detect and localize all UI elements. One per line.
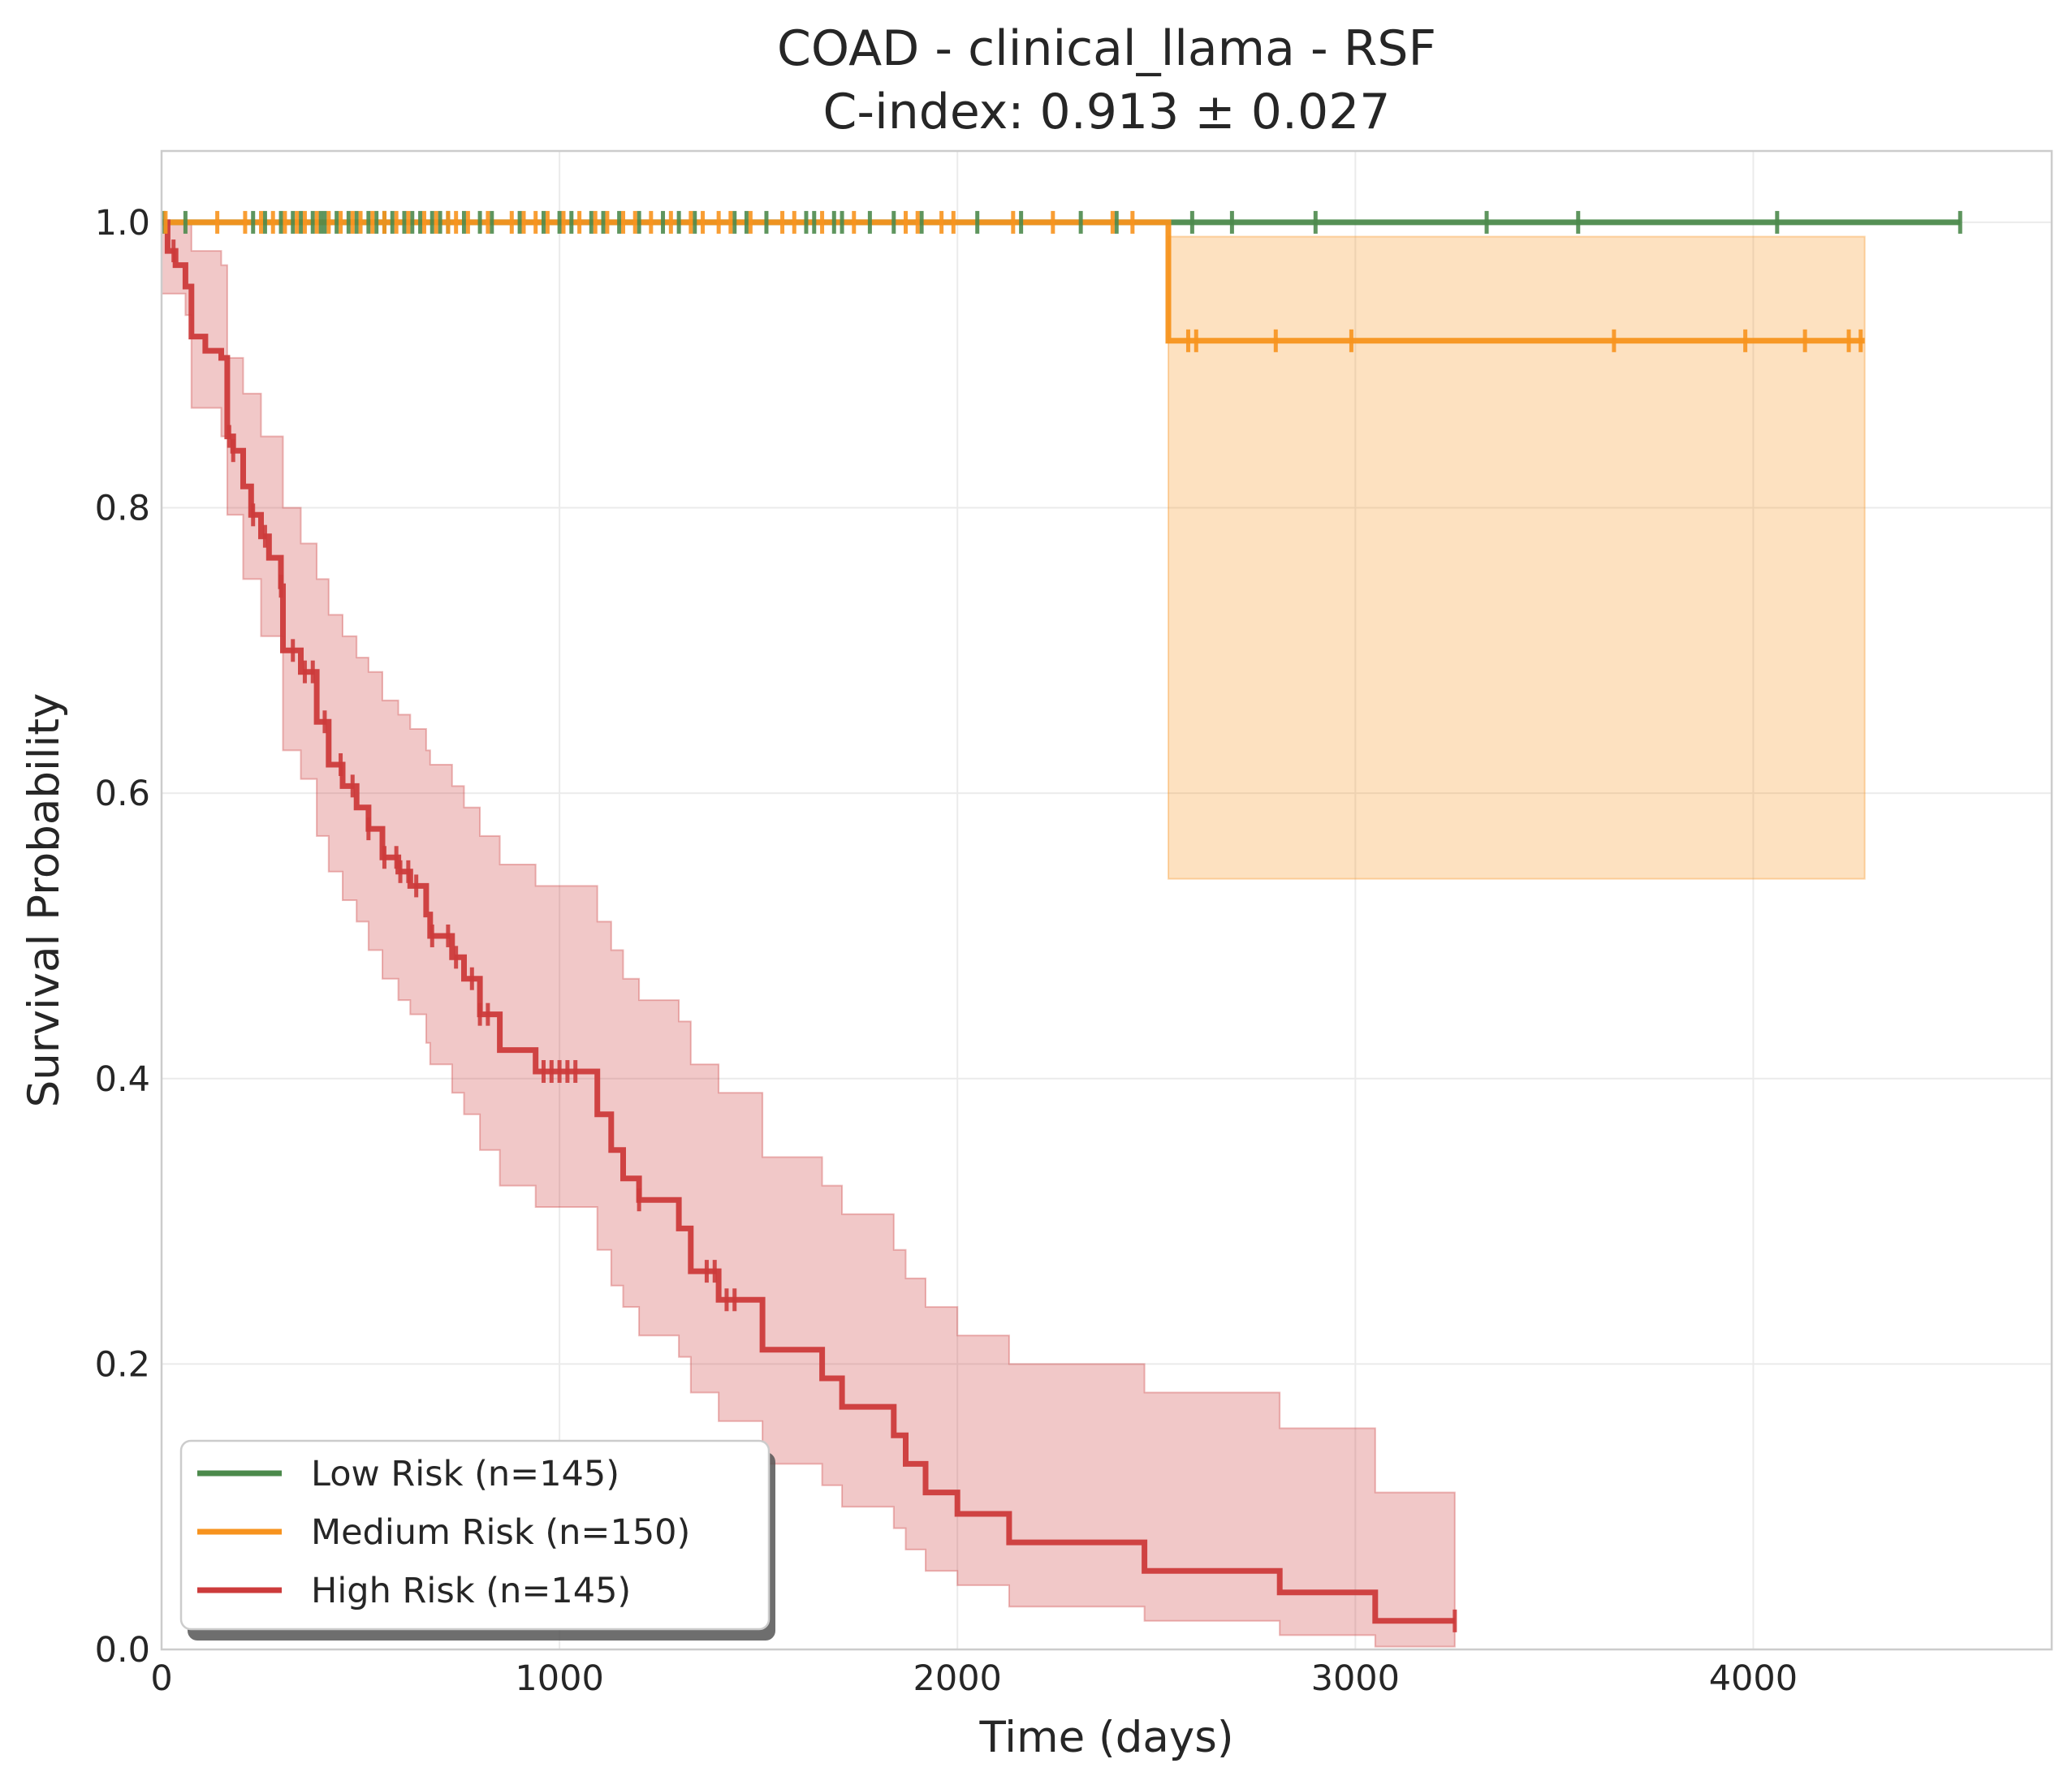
x-tick-label: 0 [150, 1658, 172, 1699]
y-axis-label: Survival Probability [19, 693, 69, 1108]
legend: Low Risk (n=145) Medium Risk (n=150) Hig… [179, 1439, 775, 1641]
y-tick-label: 0.0 [95, 1630, 150, 1671]
plot-frame [160, 149, 2053, 1651]
confidence-bands [161, 221, 1866, 1648]
x-tick-label: 2000 [913, 1658, 1001, 1699]
censor-marks [161, 210, 1962, 1632]
y-tick-label: 1.0 [95, 203, 150, 244]
ci-band-medium-risk [1168, 235, 1866, 880]
chart-title: COAD - clinical_llama - RSF [777, 20, 1436, 77]
legend-box [179, 1439, 771, 1631]
x-axis-label: Time (days) [978, 1713, 1233, 1762]
x-tick-label: 3000 [1311, 1658, 1400, 1699]
y-tick-label: 0.6 [95, 774, 150, 814]
y-tick-label: 0.8 [95, 489, 150, 529]
legend-label-low-risk: Low Risk (n=145) [311, 1454, 619, 1494]
tick-labels: 0 1000 2000 3000 4000 0.0 0.2 0.4 0.6 0.8 1.0 [95, 203, 1798, 1699]
y-tick-label: 0.4 [95, 1059, 150, 1100]
chart-subtitle: C-index: 0.913 ± 0.027 [823, 84, 1391, 140]
ci-band-high-risk [161, 221, 1456, 1648]
x-tick-label: 4000 [1709, 1658, 1798, 1699]
x-tick-label: 1000 [515, 1658, 603, 1699]
legend-label-high-risk: High Risk (n=145) [311, 1571, 631, 1611]
y-tick-label: 0.2 [95, 1344, 150, 1385]
legend-label-medium-risk: Medium Risk (n=150) [311, 1512, 690, 1553]
